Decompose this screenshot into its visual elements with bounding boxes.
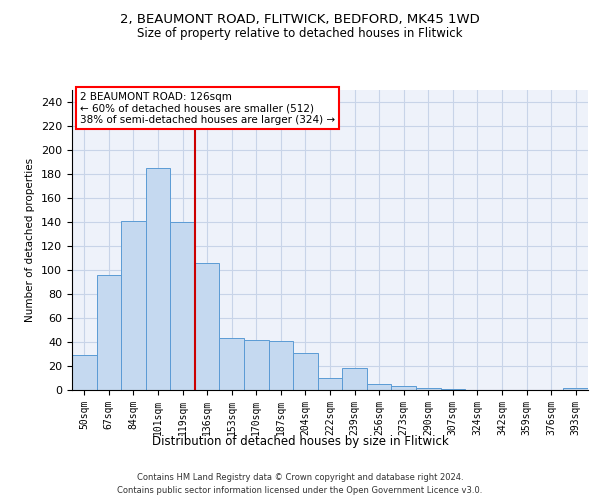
Text: Size of property relative to detached houses in Flitwick: Size of property relative to detached ho… <box>137 28 463 40</box>
Bar <box>440 389 465 390</box>
Bar <box>72 355 97 390</box>
Bar <box>563 388 588 390</box>
Bar <box>416 388 440 390</box>
Bar <box>195 263 220 390</box>
Text: Contains public sector information licensed under the Open Government Licence v3: Contains public sector information licen… <box>118 486 482 495</box>
Bar <box>318 378 342 390</box>
Bar <box>293 353 318 390</box>
Text: Contains HM Land Registry data © Crown copyright and database right 2024.: Contains HM Land Registry data © Crown c… <box>137 472 463 482</box>
Bar <box>170 222 195 390</box>
Bar <box>220 338 244 390</box>
Bar <box>97 275 121 390</box>
Text: 2 BEAUMONT ROAD: 126sqm
← 60% of detached houses are smaller (512)
38% of semi-d: 2 BEAUMONT ROAD: 126sqm ← 60% of detache… <box>80 92 335 124</box>
Bar <box>391 386 416 390</box>
Bar <box>269 341 293 390</box>
Y-axis label: Number of detached properties: Number of detached properties <box>25 158 35 322</box>
Bar <box>367 384 391 390</box>
Bar <box>342 368 367 390</box>
Bar <box>244 340 269 390</box>
Bar <box>146 168 170 390</box>
Text: 2, BEAUMONT ROAD, FLITWICK, BEDFORD, MK45 1WD: 2, BEAUMONT ROAD, FLITWICK, BEDFORD, MK4… <box>120 12 480 26</box>
Text: Distribution of detached houses by size in Flitwick: Distribution of detached houses by size … <box>152 435 448 448</box>
Bar <box>121 221 146 390</box>
